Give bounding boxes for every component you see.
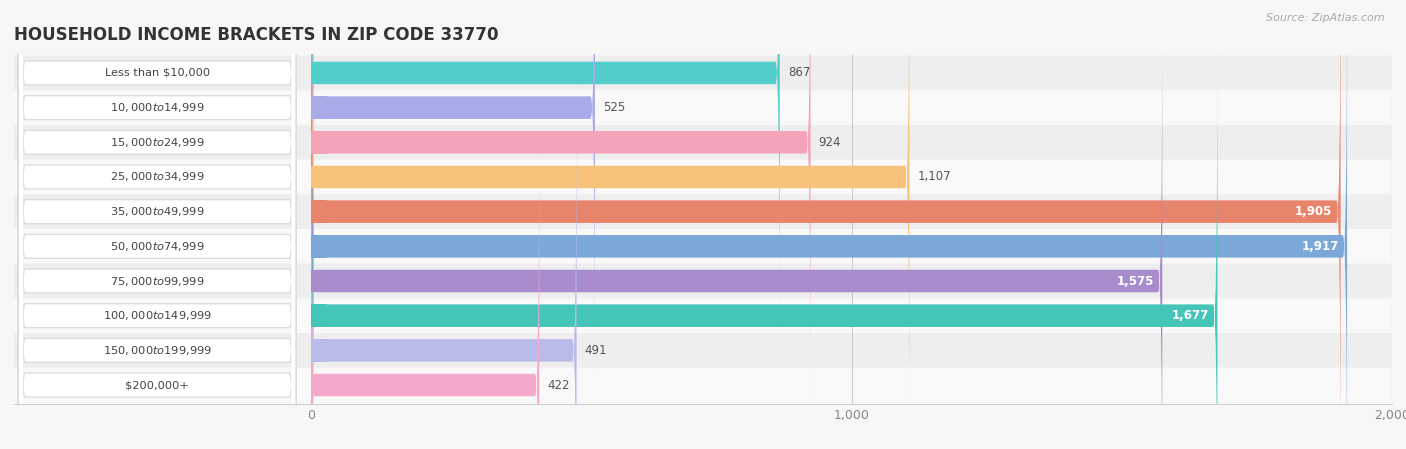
FancyBboxPatch shape bbox=[311, 166, 328, 188]
Text: 924: 924 bbox=[818, 136, 841, 149]
FancyBboxPatch shape bbox=[311, 84, 576, 449]
FancyBboxPatch shape bbox=[20, 0, 295, 443]
Text: $100,000 to $149,999: $100,000 to $149,999 bbox=[103, 309, 212, 322]
FancyBboxPatch shape bbox=[18, 0, 297, 449]
FancyBboxPatch shape bbox=[18, 0, 297, 449]
Text: $50,000 to $74,999: $50,000 to $74,999 bbox=[110, 240, 204, 253]
FancyBboxPatch shape bbox=[18, 0, 297, 449]
FancyBboxPatch shape bbox=[18, 0, 297, 449]
Text: 525: 525 bbox=[603, 101, 626, 114]
FancyBboxPatch shape bbox=[14, 229, 1392, 264]
FancyBboxPatch shape bbox=[311, 339, 328, 361]
FancyBboxPatch shape bbox=[20, 0, 295, 449]
Text: 491: 491 bbox=[585, 344, 607, 357]
FancyBboxPatch shape bbox=[311, 0, 595, 374]
FancyBboxPatch shape bbox=[14, 298, 1392, 333]
FancyBboxPatch shape bbox=[20, 0, 295, 449]
FancyBboxPatch shape bbox=[18, 0, 297, 449]
Text: $10,000 to $14,999: $10,000 to $14,999 bbox=[110, 101, 204, 114]
FancyBboxPatch shape bbox=[18, 0, 297, 449]
FancyBboxPatch shape bbox=[311, 374, 328, 396]
FancyBboxPatch shape bbox=[311, 131, 328, 154]
FancyBboxPatch shape bbox=[311, 119, 540, 449]
FancyBboxPatch shape bbox=[20, 15, 295, 449]
FancyBboxPatch shape bbox=[311, 15, 1163, 449]
Text: 1,917: 1,917 bbox=[1302, 240, 1339, 253]
Text: $35,000 to $49,999: $35,000 to $49,999 bbox=[110, 205, 204, 218]
Text: 1,677: 1,677 bbox=[1173, 309, 1209, 322]
Text: 1,905: 1,905 bbox=[1295, 205, 1333, 218]
FancyBboxPatch shape bbox=[14, 368, 1392, 402]
FancyBboxPatch shape bbox=[18, 0, 297, 449]
Text: 1,575: 1,575 bbox=[1116, 274, 1154, 287]
FancyBboxPatch shape bbox=[311, 0, 1340, 449]
FancyBboxPatch shape bbox=[311, 49, 1218, 449]
Text: $15,000 to $24,999: $15,000 to $24,999 bbox=[110, 136, 204, 149]
Text: $200,000+: $200,000+ bbox=[125, 380, 190, 390]
Text: $75,000 to $99,999: $75,000 to $99,999 bbox=[110, 274, 204, 287]
FancyBboxPatch shape bbox=[311, 304, 328, 327]
Text: $150,000 to $199,999: $150,000 to $199,999 bbox=[103, 344, 212, 357]
FancyBboxPatch shape bbox=[20, 0, 295, 449]
FancyBboxPatch shape bbox=[14, 160, 1392, 194]
FancyBboxPatch shape bbox=[20, 0, 295, 449]
FancyBboxPatch shape bbox=[20, 0, 295, 449]
Text: $25,000 to $34,999: $25,000 to $34,999 bbox=[110, 171, 204, 184]
FancyBboxPatch shape bbox=[14, 333, 1392, 368]
FancyBboxPatch shape bbox=[18, 0, 297, 449]
FancyBboxPatch shape bbox=[311, 0, 780, 339]
FancyBboxPatch shape bbox=[311, 235, 328, 258]
FancyBboxPatch shape bbox=[14, 264, 1392, 298]
Text: 422: 422 bbox=[547, 379, 569, 392]
FancyBboxPatch shape bbox=[311, 0, 910, 443]
FancyBboxPatch shape bbox=[311, 62, 328, 84]
FancyBboxPatch shape bbox=[311, 0, 810, 409]
FancyBboxPatch shape bbox=[20, 0, 295, 449]
FancyBboxPatch shape bbox=[311, 200, 328, 223]
Text: HOUSEHOLD INCOME BRACKETS IN ZIP CODE 33770: HOUSEHOLD INCOME BRACKETS IN ZIP CODE 33… bbox=[14, 26, 499, 44]
FancyBboxPatch shape bbox=[311, 0, 1347, 449]
FancyBboxPatch shape bbox=[14, 90, 1392, 125]
FancyBboxPatch shape bbox=[311, 97, 328, 119]
FancyBboxPatch shape bbox=[14, 56, 1392, 90]
FancyBboxPatch shape bbox=[14, 125, 1392, 160]
FancyBboxPatch shape bbox=[18, 0, 297, 449]
Text: Source: ZipAtlas.com: Source: ZipAtlas.com bbox=[1267, 13, 1385, 23]
FancyBboxPatch shape bbox=[20, 0, 295, 449]
FancyBboxPatch shape bbox=[18, 0, 297, 449]
FancyBboxPatch shape bbox=[14, 194, 1392, 229]
Text: 867: 867 bbox=[787, 66, 810, 79]
FancyBboxPatch shape bbox=[311, 270, 328, 292]
Text: Less than $10,000: Less than $10,000 bbox=[104, 68, 209, 78]
Text: 1,107: 1,107 bbox=[918, 171, 950, 184]
FancyBboxPatch shape bbox=[20, 0, 295, 449]
